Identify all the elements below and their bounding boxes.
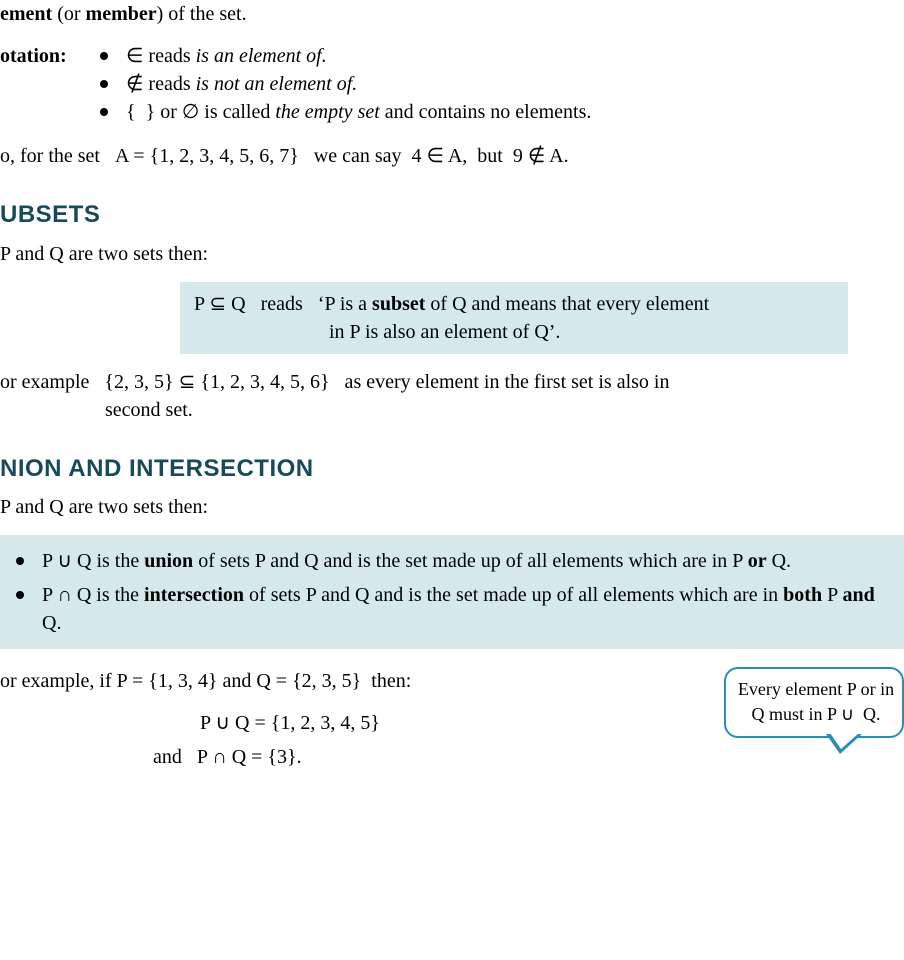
- union-item-text: P ∪ Q is the union of sets P and Q and i…: [42, 547, 888, 575]
- intersection-item-text: P ∩ Q is the intersection of sets P and …: [42, 581, 888, 637]
- heading-subsets: UBSETS: [0, 198, 904, 232]
- notation-item-text: ∉ reads is not an element of.: [126, 70, 357, 98]
- callout-bubble: Every element P or in Q must in P ∪ Q.: [724, 667, 904, 737]
- top-line: ement (or member) of the set.: [0, 0, 904, 28]
- page-content: ement (or member) of the set. otation: ∈…: [0, 0, 904, 827]
- subset-example: or example {2, 3, 5} ⊆ {1, 2, 3, 4, 5, 6…: [0, 368, 904, 424]
- bullet-icon: [16, 591, 24, 599]
- notation-row-1: ∉ reads is not an element of.: [0, 70, 904, 98]
- bullet-icon: [100, 108, 108, 116]
- pq-intro-1: P and Q are two sets then:: [0, 240, 904, 268]
- bullet-icon: [100, 52, 108, 60]
- example-set-A: o, for the set A = {1, 2, 3, 4, 5, 6, 7}…: [0, 142, 904, 170]
- notation-row-0: otation: ∈ reads is an element of.: [0, 42, 904, 70]
- notation-item-text: { } or ∅ is called the empty set and con…: [126, 98, 591, 126]
- heading-union-intersection: NION AND INTERSECTION: [0, 452, 904, 486]
- notation-item-text: ∈ reads is an element of.: [126, 42, 327, 70]
- union-intersection-box: P ∪ Q is the union of sets P and Q and i…: [0, 535, 904, 649]
- intersection-result: and P ∩ Q = {3}.: [153, 743, 904, 771]
- intersection-item-row: P ∩ Q is the intersection of sets P and …: [16, 581, 888, 637]
- pq-intro-2: P and Q are two sets then:: [0, 493, 904, 521]
- union-item-row: P ∪ Q is the union of sets P and Q and i…: [16, 547, 888, 575]
- callout-text: Every element P or in Q must in P ∪ Q.: [738, 679, 894, 724]
- callout-tail-inner-icon: [830, 733, 859, 749]
- union-example-block: or example, if P = {1, 3, 4} and Q = {2,…: [0, 667, 904, 807]
- bullet-icon: [100, 80, 108, 88]
- bullet-icon: [16, 557, 24, 565]
- notation-row-2: { } or ∅ is called the empty set and con…: [0, 98, 904, 126]
- subset-definition-box: P ⊆ Q reads ‘P is a subset of Q and mean…: [180, 282, 848, 354]
- notation-label: otation:: [0, 42, 100, 70]
